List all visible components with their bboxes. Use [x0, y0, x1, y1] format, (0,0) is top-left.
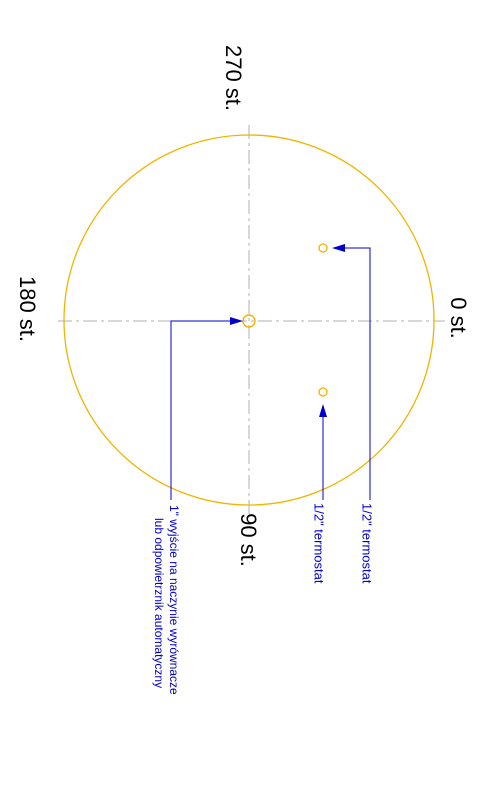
outlet-leader — [170, 320, 232, 500]
angle-label-90: 90 st. — [236, 513, 261, 567]
thermostat-lower-connection — [318, 387, 328, 397]
angle-label-0: 0 st. — [446, 297, 471, 339]
angle-label-180: 180 st. — [15, 276, 40, 342]
thermostat-upper-leader — [342, 247, 371, 500]
thermostat-upper-label: 1/2" termostat — [360, 503, 375, 584]
thermostat-lower-arrowhead — [319, 404, 327, 417]
angle-label-270: 270 st. — [221, 45, 246, 111]
outlet-arrowhead — [230, 317, 243, 325]
tank-outline-circle — [63, 134, 435, 506]
thermostat-upper-arrowhead — [332, 244, 345, 252]
outlet-label-line2: lub odpowietrznik automatyczny — [152, 518, 166, 688]
outlet-label-line1: 1" wyjście na naczynie wyrównacze — [167, 505, 181, 695]
thermostat-lower-label: 1/2" termostat — [312, 503, 327, 584]
thermostat-upper-connection — [318, 243, 328, 253]
